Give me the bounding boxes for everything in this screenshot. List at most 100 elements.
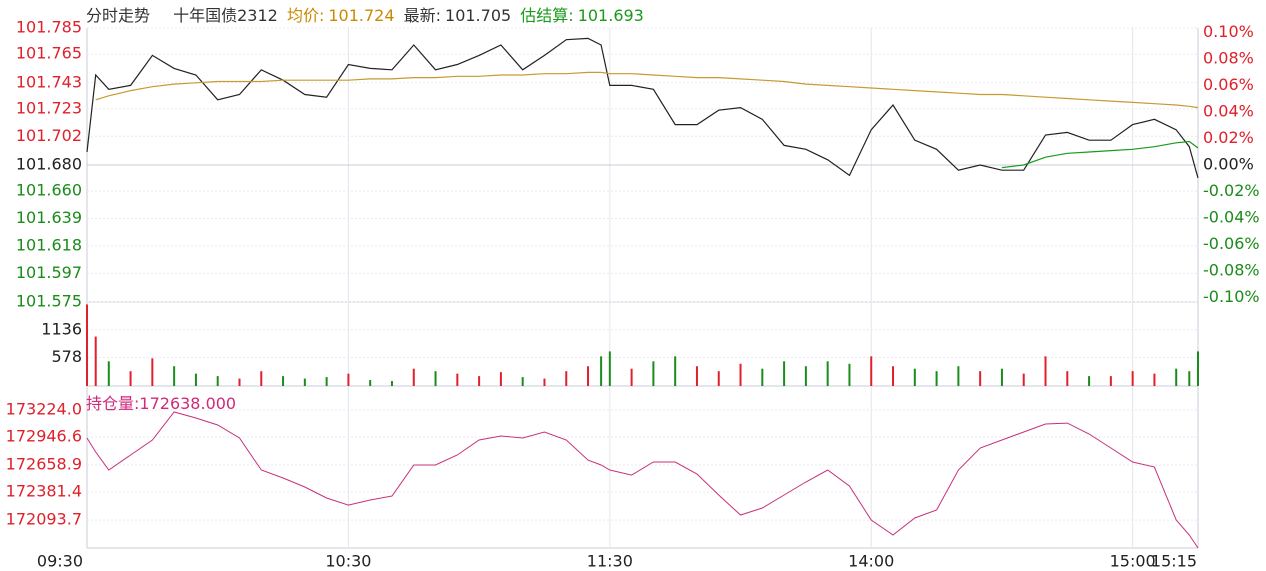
volume-bar [565, 371, 568, 386]
volume-bar [1175, 368, 1178, 386]
oi-tick-label: 172093.7 [6, 510, 82, 529]
volume-tick-label: 578 [51, 347, 82, 366]
y-tick-label: 101.639 [16, 208, 82, 227]
y-tick-label: 101.618 [16, 235, 82, 254]
x-tick-label: 09:30 [37, 552, 83, 571]
volume-bar [151, 358, 154, 386]
volume-bar [412, 368, 415, 386]
volume-bar [957, 366, 960, 386]
volume-bar [499, 372, 502, 386]
volume-bar [282, 376, 285, 386]
avg-value: 101.724 [328, 6, 395, 25]
volume-bar [1044, 356, 1047, 386]
volume-bar [194, 373, 197, 386]
y-tick-label: 101.597 [16, 263, 82, 282]
y-tick-label: 101.765 [16, 44, 82, 63]
volume-bar [1066, 371, 1069, 386]
volume-bar [1088, 376, 1091, 386]
y2-tick-label: 0.10% [1203, 22, 1254, 41]
volume-bar [216, 376, 219, 386]
x-tick-label: 14:00 [848, 552, 894, 571]
volume-bar [390, 381, 393, 386]
volume-bar [325, 377, 328, 386]
volume-bar [739, 363, 742, 386]
contract: 十年国债2312 [173, 6, 278, 25]
header: 分时走势 十年国债2312 均价: 101.724 最新: 101.705 估结算:… [86, 2, 648, 26]
y-tick-label: 101.660 [16, 181, 82, 200]
x-tick-label: 10:30 [325, 552, 371, 571]
volume-bar [521, 377, 524, 386]
volume-bar [1197, 351, 1199, 386]
volume-bar [129, 371, 132, 386]
x-tick-label: 15:15 [1151, 552, 1197, 571]
volume-bar [826, 361, 829, 386]
volume-bar [608, 351, 611, 386]
volume-bar [600, 356, 603, 386]
volume-bar [1153, 373, 1156, 386]
y-tick-label: 101.680 [16, 155, 82, 174]
volume-bar [979, 371, 982, 386]
oi-label: 持仓量: [86, 394, 140, 413]
settle-label: 估结算: [520, 6, 574, 25]
oi-tick-label: 173224.0 [6, 400, 82, 419]
oi-tick-label: 172658.9 [6, 455, 82, 474]
volume-bar [1000, 368, 1003, 386]
volume-bar [1022, 373, 1025, 386]
y2-tick-label: 0.06% [1203, 75, 1254, 94]
volume-bar [913, 368, 916, 386]
last-value: 101.705 [445, 6, 512, 25]
volume-bar [630, 368, 633, 386]
volume-bar [173, 366, 176, 386]
volume-bar [804, 366, 807, 386]
volume-bar [717, 371, 720, 386]
volume-bar [303, 378, 306, 386]
y-tick-label: 101.723 [16, 98, 82, 117]
volume-bar [935, 371, 938, 386]
oi-tick-label: 172381.4 [6, 482, 82, 501]
y-tick-label: 101.785 [16, 18, 82, 37]
volume-bar [238, 378, 241, 386]
volume-bar [870, 356, 873, 386]
volume-bar [695, 366, 698, 386]
y2-tick-label: -0.02% [1203, 181, 1260, 200]
x-tick-label: 11:30 [587, 552, 633, 571]
y2-tick-label: -0.10% [1203, 287, 1260, 306]
volume-tick-label: 1136 [41, 319, 82, 338]
y2-tick-label: 0.00% [1203, 155, 1254, 174]
oi-tick-label: 172946.6 [6, 427, 82, 446]
volume-bar [674, 356, 677, 386]
title: 分时走势 [86, 6, 151, 25]
oi-header: 持仓量:172638.000 [86, 390, 236, 414]
y2-tick-label: 0.08% [1203, 48, 1254, 67]
volume-bar [1188, 371, 1191, 386]
volume-bar [434, 371, 437, 386]
volume-bar [107, 361, 110, 386]
oi-value: 172638.000 [139, 394, 237, 413]
y2-tick-label: 0.02% [1203, 128, 1254, 147]
y2-tick-label: -0.06% [1203, 234, 1260, 253]
volume-bar [652, 361, 655, 386]
volume-bar [86, 304, 88, 386]
y2-tick-label: -0.08% [1203, 261, 1260, 280]
volume-bar [456, 373, 459, 386]
volume-bar [478, 376, 481, 386]
last-label: 最新: [403, 6, 442, 25]
volume-bar [1109, 376, 1112, 386]
volume-bar [783, 361, 786, 386]
y-tick-label: 101.702 [16, 126, 82, 145]
volume-bar [260, 371, 263, 386]
volume-bar [94, 336, 97, 386]
y-tick-label: 101.575 [16, 292, 82, 311]
price-line [86, 37, 1199, 179]
volume-bar [347, 373, 350, 386]
price-line [1001, 140, 1199, 169]
avg-label: 均价: [286, 6, 325, 25]
volume-bar [1131, 371, 1134, 386]
y-tick-label: 101.743 [16, 72, 82, 91]
y2-tick-label: 0.04% [1203, 101, 1254, 120]
y2-tick-label: -0.04% [1203, 208, 1260, 227]
volume-bar [543, 378, 546, 386]
volume-bar [369, 380, 372, 386]
